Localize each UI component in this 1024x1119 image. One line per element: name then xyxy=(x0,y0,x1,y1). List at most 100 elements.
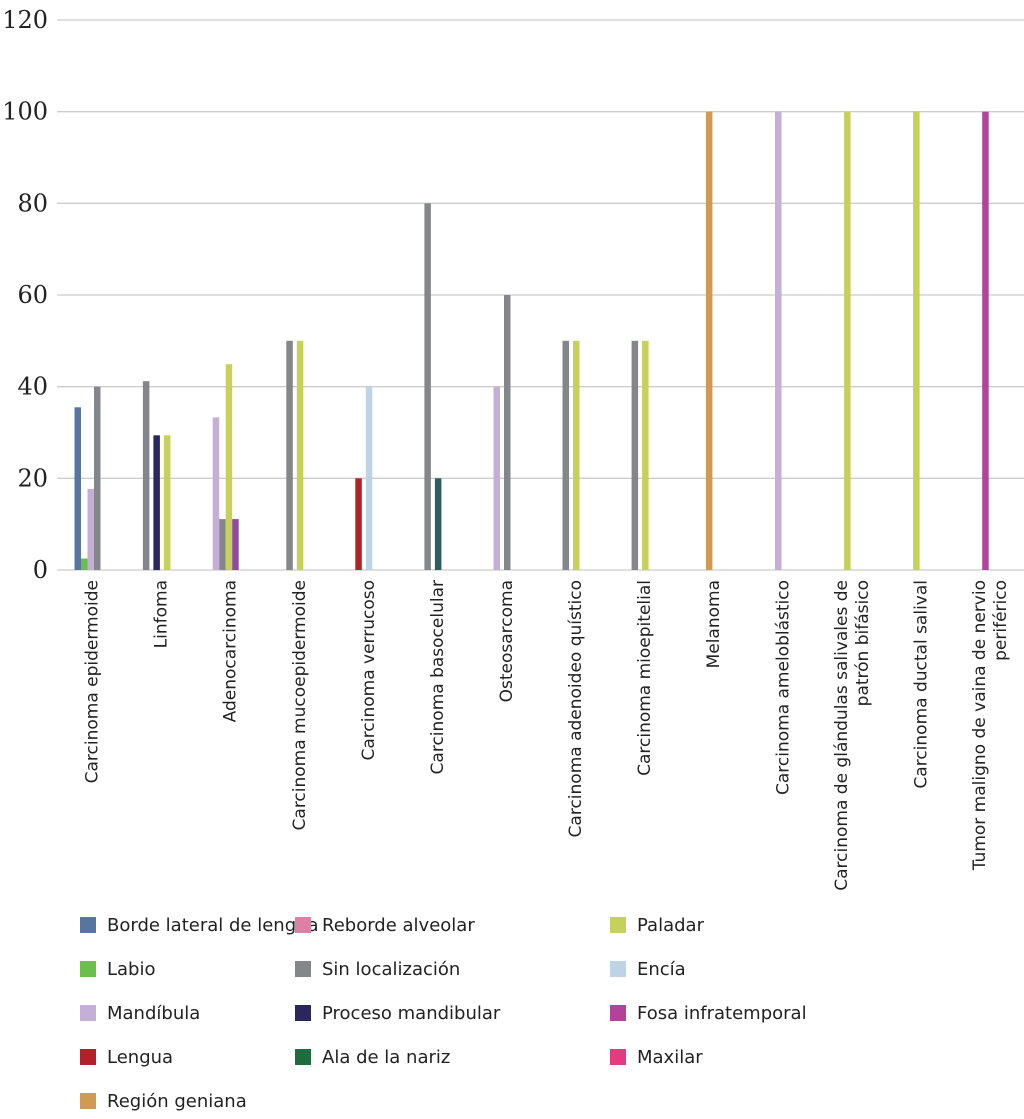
bar xyxy=(642,340,649,570)
legend-item: Encía xyxy=(610,956,686,982)
bar xyxy=(163,435,171,571)
bar xyxy=(355,478,362,570)
bar xyxy=(219,519,226,570)
x-tick-label-line: Tumor maligno de vaina de nervio xyxy=(970,580,990,871)
y-tick-label: 80 xyxy=(17,189,48,217)
bar xyxy=(94,386,101,570)
legend-item: Región geniana xyxy=(80,1088,247,1114)
bar xyxy=(775,111,782,570)
y-tick-label: 60 xyxy=(17,281,48,309)
bar xyxy=(844,111,851,570)
x-tick-label: Carcinoma epidermoide xyxy=(83,580,103,783)
legend-swatch xyxy=(80,917,96,933)
x-tick-label: Carcinoma basocelular xyxy=(428,580,448,774)
x-tick-label-line: Carcinoma adenoideo quístico xyxy=(566,580,586,837)
x-tick-label-line: Carcinoma epidermoide xyxy=(83,580,103,783)
legend-item: Ala de la nariz xyxy=(295,1044,450,1070)
bar xyxy=(493,386,500,570)
bar xyxy=(153,435,160,571)
x-tick-label: Carcinoma ductal salival xyxy=(911,580,931,789)
legend-item: Proceso mandibular xyxy=(295,1000,500,1026)
bar xyxy=(296,340,304,570)
x-tick-label: Osteosarcoma xyxy=(497,580,517,702)
legend-swatch xyxy=(295,1005,311,1021)
x-tick-label-line: Carcinoma basocelular xyxy=(428,580,448,774)
x-tick-label: Carcinoma ameloblástico xyxy=(773,580,793,795)
legend-label: Ala de la nariz xyxy=(322,1046,451,1068)
legend-item: Labio xyxy=(80,956,156,982)
legend-swatch xyxy=(610,961,626,977)
x-tick-label-line: patrón bifásico xyxy=(853,580,873,706)
legend-label: Maxilar xyxy=(637,1046,703,1068)
legend-item: Paladar xyxy=(610,912,704,938)
bar xyxy=(232,519,239,570)
bar xyxy=(434,478,442,570)
bar xyxy=(74,407,81,570)
legend-label: Proceso mandibular xyxy=(322,1002,501,1024)
bar xyxy=(573,340,580,570)
x-tick-label-line: Carcinoma ameloblástico xyxy=(773,580,793,795)
legend-label: Encía xyxy=(637,958,686,980)
y-tick-label: 120 xyxy=(2,6,48,34)
legend-swatch xyxy=(610,917,626,933)
legend-item: Reborde alveolar xyxy=(295,912,475,938)
bar xyxy=(212,417,220,570)
legend-item: Mandíbula xyxy=(80,1000,200,1026)
legend-label: Mandíbula xyxy=(107,1002,201,1024)
legend-item: Lengua xyxy=(80,1044,173,1070)
x-tick-label-line: Carcinoma mioepitelial xyxy=(635,580,655,776)
x-tick-label: Tumor maligno de vaina de nervioperiféri… xyxy=(970,580,1011,871)
legend-swatch xyxy=(80,1093,96,1109)
legend-swatch xyxy=(610,1049,626,1065)
x-tick-label: Carcinoma adenoideo quístico xyxy=(566,580,586,837)
bar xyxy=(913,111,920,570)
legend-swatch xyxy=(80,1049,96,1065)
x-tick-label-line: Carcinoma mucoepidermoide xyxy=(290,580,310,830)
bars xyxy=(74,111,989,571)
y-tick-label: 20 xyxy=(17,464,48,492)
bar xyxy=(424,203,431,571)
legend-item: Sin localización xyxy=(295,956,460,982)
legend-label: Fosa infratemporal xyxy=(637,1002,807,1024)
legend-item: Maxilar xyxy=(610,1044,703,1070)
legend-swatch xyxy=(295,1049,311,1065)
x-tick-label-line: Carcinoma verrucoso xyxy=(359,580,379,761)
legend-swatch xyxy=(295,961,311,977)
bar xyxy=(705,111,713,570)
legend-label: Borde lateral de lengua xyxy=(107,914,319,936)
legend-item: Borde lateral de lengua xyxy=(80,912,319,938)
x-tick-label-line: Carcinoma de glándulas salivales de xyxy=(832,580,852,891)
legend-label: Región geniana xyxy=(107,1090,247,1112)
bar xyxy=(631,340,639,570)
bar xyxy=(365,386,373,570)
x-tick-label-line: Melanoma xyxy=(704,580,724,668)
x-tick-label: Carcinoma mioepitelial xyxy=(635,580,655,776)
x-tick-label-line: periférico xyxy=(991,580,1011,661)
x-tick-label: Melanoma xyxy=(704,580,724,668)
bar xyxy=(225,364,233,570)
bar xyxy=(562,340,569,570)
bar xyxy=(504,295,511,570)
legend-swatch xyxy=(295,917,311,933)
y-tick-label: 100 xyxy=(2,98,48,126)
x-tick-label: Adenocarcinoma xyxy=(221,580,241,722)
bar xyxy=(81,558,88,570)
x-tick-label: Carcinoma verrucoso xyxy=(359,580,379,761)
y-axis-ticks: 0 20 40 60 80 100 120 xyxy=(2,6,48,584)
y-tick-label: 0 xyxy=(33,556,48,584)
x-tick-label-line: Carcinoma ductal salival xyxy=(911,580,931,789)
legend-label: Labio xyxy=(107,958,156,980)
legend-item: Fosa infratemporal xyxy=(610,1000,807,1026)
legend-label: Lengua xyxy=(107,1046,174,1068)
y-tick-label: 40 xyxy=(17,373,48,401)
bar xyxy=(142,381,150,570)
x-tick-label-line: Osteosarcoma xyxy=(497,580,517,702)
x-tick-label-line: Adenocarcinoma xyxy=(221,580,241,722)
legend-swatch xyxy=(80,1005,96,1021)
bar xyxy=(982,111,989,570)
x-axis-ticks: Carcinoma epidermoide Linfoma Adenocarcino… xyxy=(83,580,1011,891)
legend-label: Paladar xyxy=(637,914,704,936)
bar-chart: 0 20 40 60 80 100 120 Carcinoma epidermoide Lin… xyxy=(2,6,1024,891)
legend-swatch xyxy=(80,961,96,977)
x-tick-label: Linfoma xyxy=(152,580,172,648)
